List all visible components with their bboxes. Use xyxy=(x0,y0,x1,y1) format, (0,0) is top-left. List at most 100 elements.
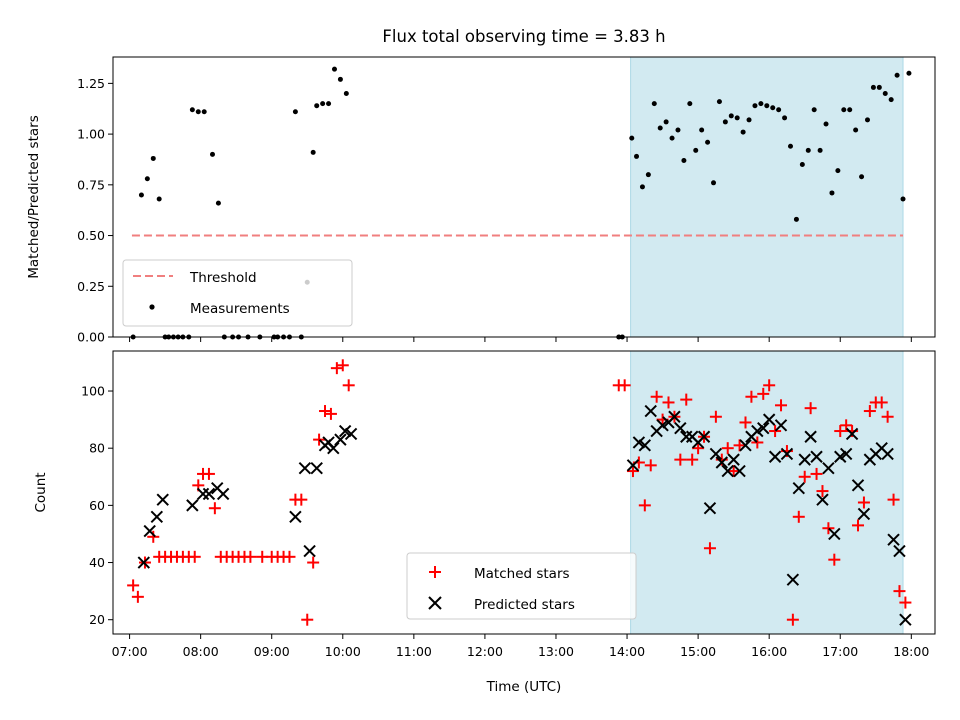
predicted-stars-points xyxy=(137,404,912,626)
measurement-point xyxy=(764,103,770,109)
measurement-point xyxy=(906,70,912,76)
matched-star-point xyxy=(893,585,906,598)
matched-star-point xyxy=(188,550,201,563)
predicted-star-point xyxy=(656,419,669,432)
measurement-point xyxy=(705,139,711,145)
measurement-point xyxy=(138,192,144,198)
matched-star-point xyxy=(899,596,912,609)
predicted-star-point xyxy=(697,430,711,443)
matched-star-point xyxy=(769,425,782,438)
matched-star-point xyxy=(875,396,888,409)
measurement-point xyxy=(882,91,888,97)
predicted-star-point xyxy=(816,493,829,506)
matched-star-point xyxy=(680,393,693,406)
matched-star-point xyxy=(330,362,343,375)
predicted-star-point xyxy=(150,510,164,524)
predicted-star-point xyxy=(632,436,646,449)
predicted-star-point xyxy=(887,533,900,546)
matched-star-point xyxy=(816,485,829,498)
matched-star-point xyxy=(804,402,817,415)
matched-star-point xyxy=(834,425,847,438)
predicted-star-point xyxy=(792,482,805,495)
x-tick-label: 16:00 xyxy=(751,644,787,659)
measurement-point xyxy=(894,72,900,78)
predicted-star-point xyxy=(881,447,894,461)
matched-star-point xyxy=(786,613,799,626)
legend-matched-swatch xyxy=(429,566,441,578)
measurement-point xyxy=(651,101,657,107)
measurement-point xyxy=(156,196,162,202)
measurement-point xyxy=(805,147,811,153)
matched-star-point xyxy=(810,467,823,480)
measurement-point xyxy=(144,176,150,182)
measurement-point xyxy=(711,180,717,186)
predicted-star-point xyxy=(751,424,764,438)
matched-star-point xyxy=(131,590,144,603)
measurement-point xyxy=(728,113,734,119)
matched-star-point xyxy=(618,379,631,392)
top-x-ticks xyxy=(129,337,912,342)
measurement-point xyxy=(150,155,156,161)
predicted-star-point xyxy=(668,410,681,423)
matched-star-point xyxy=(709,410,722,423)
y-tick-label: 0.75 xyxy=(77,177,105,192)
matched-star-point xyxy=(822,522,835,535)
measurement-point xyxy=(201,109,207,115)
measurement-point xyxy=(853,127,859,133)
matched-star-point xyxy=(313,433,326,446)
predicted-star-point xyxy=(137,556,151,569)
matched-star-point xyxy=(147,530,160,543)
predicted-star-point xyxy=(715,456,729,469)
matched-star-point xyxy=(745,390,758,403)
predicted-star-point xyxy=(757,421,770,435)
measurement-point xyxy=(864,117,870,123)
measurement-point xyxy=(675,127,681,133)
measurement-point xyxy=(770,105,776,111)
predicted-star-point xyxy=(327,441,340,455)
measurement-point xyxy=(645,172,651,178)
predicted-star-point xyxy=(156,493,169,506)
legend-matched-label: Matched stars xyxy=(474,566,570,582)
predicted-star-point xyxy=(899,613,912,626)
top-legend: Threshold Measurements xyxy=(122,259,353,327)
y-tick-label: 40 xyxy=(89,555,105,570)
predicted-star-point xyxy=(674,421,687,435)
measurement-point xyxy=(722,119,728,125)
predicted-star-point xyxy=(851,479,865,492)
top-axes-frame xyxy=(112,56,936,338)
matched-star-point xyxy=(626,465,639,478)
y-tick-label: 1.25 xyxy=(77,76,105,91)
predicted-star-point xyxy=(626,459,640,472)
predicted-star-point xyxy=(344,427,358,441)
measurement-point xyxy=(639,184,645,190)
measurement-point xyxy=(900,196,906,202)
matched-star-point xyxy=(733,439,746,452)
measurement-point xyxy=(215,200,221,206)
predicted-star-point xyxy=(216,487,230,501)
top-y-ticks: 0.00 0.25 0.50 0.75 1.00 1.25 xyxy=(77,76,113,345)
matched-star-point xyxy=(881,410,894,423)
measurement-point xyxy=(734,115,740,121)
predicted-star-point xyxy=(196,487,210,501)
predicted-star-point xyxy=(768,450,782,463)
measurement-point xyxy=(716,99,722,105)
legend-predicted-label: Predicted stars xyxy=(474,597,575,613)
x-tick-label: 10:00 xyxy=(325,644,361,659)
predicted-star-point xyxy=(839,447,853,461)
measurement-point xyxy=(663,119,669,125)
legend-threshold-label: Threshold xyxy=(189,270,257,286)
x-tick-label: 17:00 xyxy=(822,644,858,659)
top-legend-box xyxy=(122,259,353,327)
matched-star-point xyxy=(828,553,841,566)
matched-star-point xyxy=(751,436,764,449)
matched-star-point xyxy=(757,387,770,400)
measurement-point xyxy=(817,147,823,153)
measurement-point xyxy=(320,101,326,107)
matched-star-point xyxy=(295,493,308,506)
predicted-star-point xyxy=(845,427,859,441)
matched-star-point xyxy=(307,556,320,569)
measurement-point xyxy=(758,101,764,107)
predicted-star-point xyxy=(893,544,906,558)
bottom-axes-frame xyxy=(112,350,936,635)
